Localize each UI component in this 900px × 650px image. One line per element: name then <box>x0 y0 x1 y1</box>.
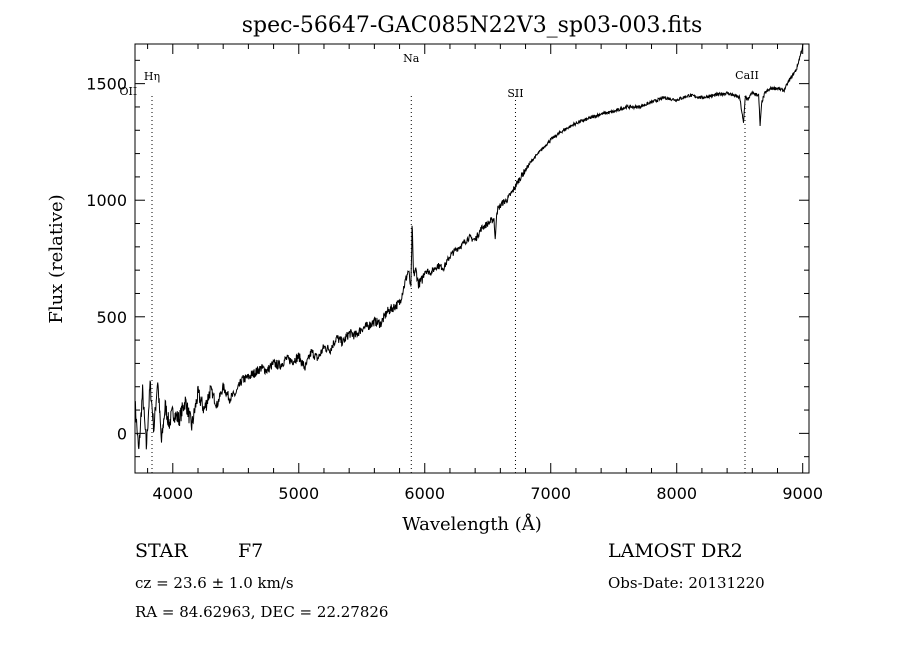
y-tick-label: 0 <box>117 424 127 443</box>
x-tick-label: 9000 <box>782 484 823 503</box>
x-tick-label: 6000 <box>404 484 445 503</box>
object-subclass: F7 <box>238 540 264 562</box>
survey-name: LAMOST DR2 <box>608 540 743 562</box>
obs-date-text: Obs-Date: 20131220 <box>608 574 765 592</box>
x-tick-label: 5000 <box>278 484 319 503</box>
x-tick-label: 7000 <box>530 484 571 503</box>
y-tick-label: 500 <box>96 308 127 327</box>
object-class: STAR <box>135 540 188 562</box>
x-tick-label: 4000 <box>152 484 193 503</box>
axis-ticks: 4000 5000 6000 7000 8000 9000 0 500 1000 1500 <box>86 44 823 503</box>
chart-title: spec-56647-GAC085N22V3_sp03-003.fits <box>242 13 703 38</box>
spectrum-line <box>134 43 804 450</box>
y-tick-label: 1000 <box>86 191 127 210</box>
coordinates-text: RA = 84.62963, DEC = 22.27826 <box>135 603 389 621</box>
spectral-line-label: Na <box>403 52 420 65</box>
x-axis-label: Wavelength (Å) <box>402 513 542 535</box>
spectral-line-markers: Hη OII Na SII CaII <box>120 52 759 473</box>
spectral-line-label: OII <box>120 85 138 98</box>
spectral-line-label: Hη <box>144 70 160 83</box>
x-tick-label: 8000 <box>656 484 697 503</box>
spectral-line-label: SII <box>507 87 523 100</box>
spectral-line-label: CaII <box>735 69 759 82</box>
plot-frame <box>134 43 810 474</box>
y-tick-label: 1500 <box>86 75 127 94</box>
redshift-text: cz = 23.6 ± 1.0 km/s <box>135 574 294 592</box>
y-axis-label: Flux (relative) <box>46 194 67 323</box>
